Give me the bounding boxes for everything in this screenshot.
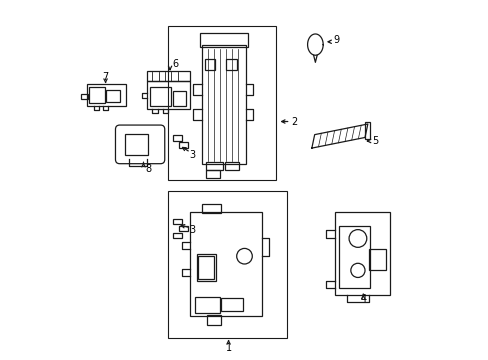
Bar bbox=[189, 212, 262, 316]
Bar bbox=[172, 233, 182, 238]
Bar bbox=[106, 90, 120, 102]
Text: 3: 3 bbox=[188, 150, 195, 160]
Bar bbox=[204, 59, 215, 70]
Bar bbox=[207, 315, 221, 325]
Bar bbox=[89, 87, 105, 103]
Bar bbox=[173, 135, 182, 141]
Text: 9: 9 bbox=[332, 35, 338, 45]
Bar bbox=[202, 204, 221, 213]
Text: 7: 7 bbox=[102, 72, 108, 82]
Text: 3: 3 bbox=[188, 225, 195, 235]
Text: 1: 1 bbox=[225, 343, 231, 354]
Text: 2: 2 bbox=[290, 117, 297, 126]
Bar bbox=[198, 256, 214, 279]
Bar bbox=[205, 162, 223, 170]
Bar bbox=[173, 91, 186, 105]
Bar bbox=[124, 134, 147, 155]
Bar bbox=[368, 249, 385, 270]
Bar bbox=[179, 226, 188, 231]
Bar bbox=[205, 170, 219, 178]
Bar bbox=[168, 191, 286, 338]
Bar bbox=[195, 297, 219, 313]
Bar bbox=[172, 219, 182, 224]
Bar bbox=[168, 26, 276, 180]
Bar bbox=[81, 94, 88, 99]
Bar bbox=[221, 298, 242, 311]
Bar bbox=[202, 45, 246, 164]
Text: 6: 6 bbox=[172, 59, 178, 69]
Text: 4: 4 bbox=[360, 294, 366, 305]
Bar bbox=[149, 87, 170, 106]
Bar bbox=[200, 33, 247, 47]
Text: 5: 5 bbox=[372, 136, 378, 146]
Bar bbox=[86, 84, 125, 105]
Bar bbox=[147, 71, 189, 81]
Bar bbox=[339, 226, 369, 288]
Bar bbox=[334, 212, 389, 295]
Bar bbox=[224, 162, 239, 170]
Bar bbox=[147, 81, 189, 109]
Bar bbox=[179, 143, 188, 148]
Bar bbox=[225, 59, 236, 70]
Text: 8: 8 bbox=[145, 165, 151, 174]
Bar bbox=[364, 122, 369, 139]
Bar bbox=[196, 255, 216, 281]
